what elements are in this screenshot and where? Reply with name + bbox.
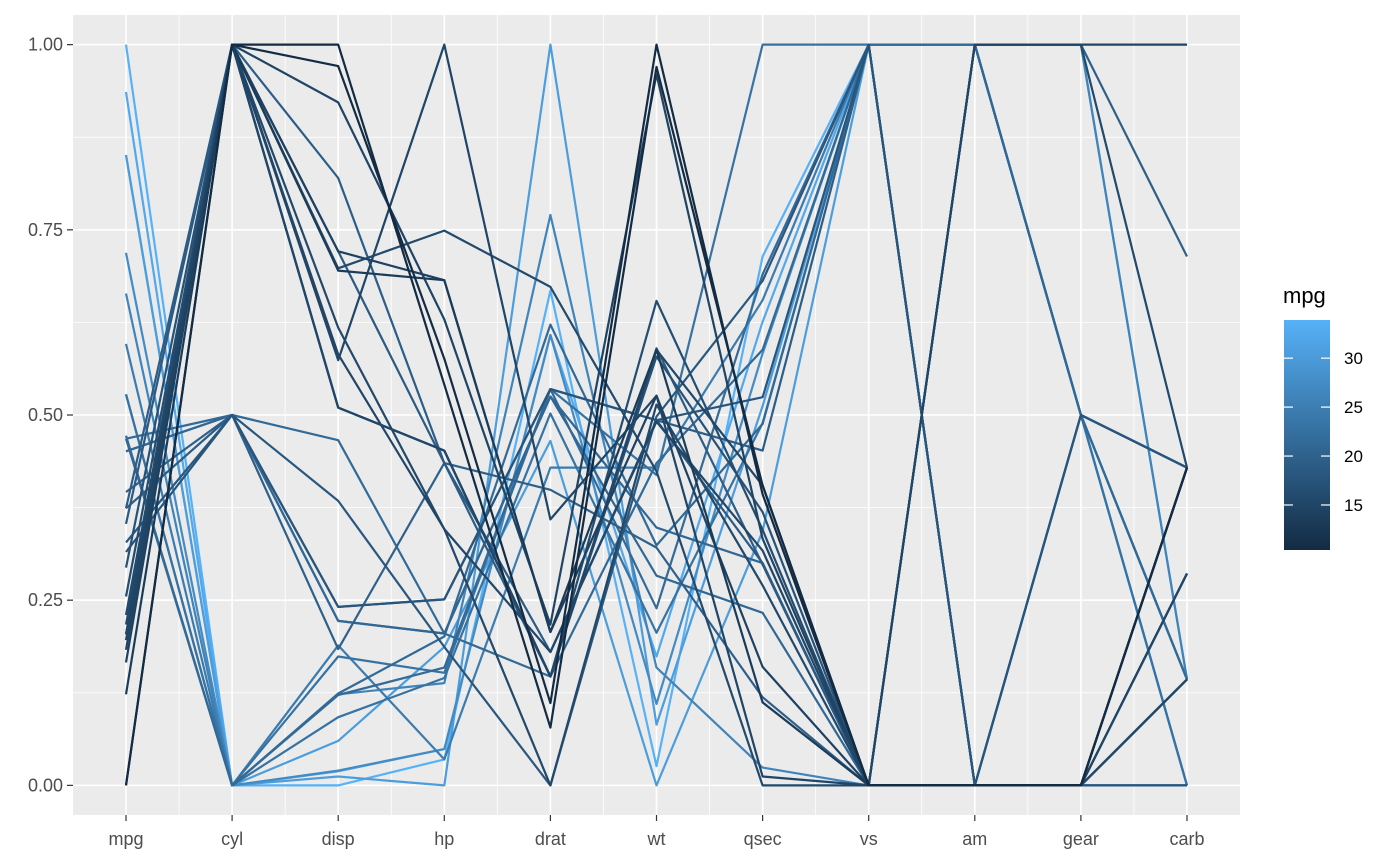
x-tick-label: wt bbox=[647, 829, 666, 849]
x-axis: mpg cyl disp hp drat wt qsec vs am gear carb bbox=[108, 815, 1205, 849]
series-line bbox=[125, 43, 1188, 787]
series-line bbox=[124, 43, 1189, 787]
y-tick-label: 1.00 bbox=[28, 35, 63, 55]
legend-tick-label: 20 bbox=[1344, 447, 1363, 466]
x-tick-label: drat bbox=[535, 829, 566, 849]
y-axis: 0.00 0.25 0.50 0.75 1.00 bbox=[28, 35, 73, 795]
y-tick-label: 0.75 bbox=[28, 220, 63, 240]
legend-tick-label: 25 bbox=[1344, 398, 1363, 417]
legend: mpg 15 20 25 30 bbox=[1283, 283, 1363, 550]
legend-tick-label: 30 bbox=[1344, 349, 1363, 368]
y-tick-label: 0.00 bbox=[28, 775, 63, 795]
x-tick-label: qsec bbox=[744, 829, 782, 849]
series-line bbox=[125, 43, 1188, 787]
x-tick-label: am bbox=[962, 829, 987, 849]
x-tick-label: carb bbox=[1169, 829, 1204, 849]
legend-title: mpg bbox=[1283, 283, 1326, 308]
x-tick-label: hp bbox=[434, 829, 454, 849]
legend-tick-label: 15 bbox=[1344, 496, 1363, 515]
x-tick-label: vs bbox=[860, 829, 878, 849]
x-tick-label: cyl bbox=[221, 829, 243, 849]
series-lines bbox=[124, 43, 1189, 787]
x-tick-label: disp bbox=[322, 829, 355, 849]
x-tick-label: gear bbox=[1063, 829, 1099, 849]
x-tick-label: mpg bbox=[108, 829, 143, 849]
y-tick-label: 0.50 bbox=[28, 405, 63, 425]
y-tick-label: 0.25 bbox=[28, 590, 63, 610]
legend-colorbar bbox=[1284, 320, 1330, 550]
legend-ticks: 15 20 25 30 bbox=[1284, 349, 1363, 515]
